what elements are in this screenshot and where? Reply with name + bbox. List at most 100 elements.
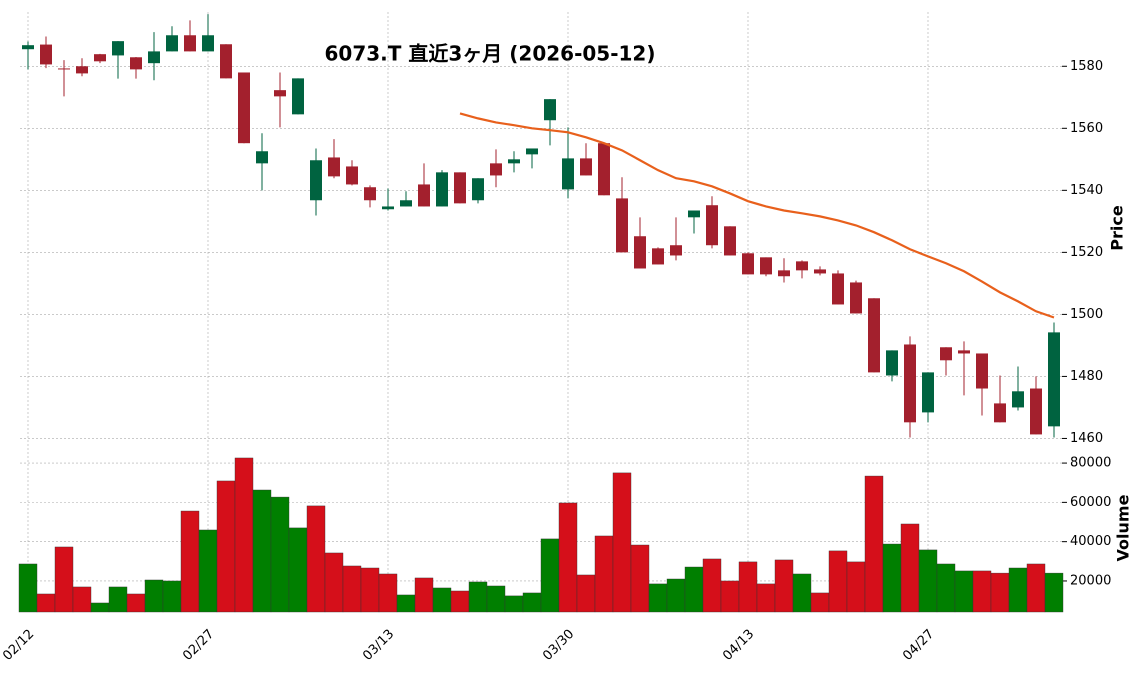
candle-body	[598, 143, 610, 196]
volume-bar	[558, 502, 578, 613]
candle-body	[220, 44, 232, 79]
moving-average-line	[459, 112, 1055, 319]
candle-body	[310, 160, 322, 201]
candle-body	[742, 253, 754, 275]
candle-body	[922, 372, 934, 413]
volume-bar	[396, 594, 416, 613]
candle-body	[400, 200, 412, 207]
candle-body	[904, 344, 916, 423]
candle-body	[814, 269, 826, 274]
volume-bar	[972, 570, 992, 613]
candle-body	[778, 270, 790, 277]
candle-body	[688, 210, 700, 218]
x-tick-label: 04/27	[900, 627, 937, 664]
candle-body	[40, 44, 52, 65]
candle-body	[850, 282, 862, 314]
volume-bar	[180, 510, 200, 613]
volume-bar	[54, 546, 74, 613]
volume-bar	[1026, 563, 1046, 613]
volume-bar	[1008, 567, 1028, 613]
candle-body	[1030, 388, 1042, 435]
candle-body	[94, 54, 106, 62]
y-tick-label: 1500	[1070, 307, 1103, 322]
volume-bar	[162, 580, 182, 613]
candle-body	[490, 163, 502, 176]
volume-bar	[126, 593, 146, 613]
y-tick-label: 1560	[1070, 121, 1103, 136]
candle-body	[796, 261, 808, 271]
volume-bar	[18, 563, 38, 613]
volume-bar	[720, 580, 740, 613]
candle-body	[256, 151, 268, 164]
volume-bar	[936, 563, 956, 613]
candle-body	[184, 35, 196, 52]
volume-bar	[450, 590, 470, 613]
volume-bar	[666, 578, 686, 613]
candle-body	[832, 273, 844, 305]
candle-body	[472, 178, 484, 201]
candle-body	[238, 72, 250, 144]
candle-body	[886, 350, 898, 376]
candle-body	[724, 226, 736, 256]
volume-bar	[234, 457, 254, 613]
volume-bar	[414, 577, 434, 613]
volume-bar	[432, 587, 452, 613]
volume-bar	[1044, 572, 1064, 613]
candle-body	[58, 68, 70, 70]
candle-body	[544, 99, 556, 121]
volume-bar	[468, 581, 488, 613]
volume-bar	[144, 579, 164, 613]
candle-body	[976, 353, 988, 389]
candle-body	[76, 66, 88, 74]
y-tick-label: 1520	[1070, 245, 1103, 260]
volume-bar	[306, 505, 326, 613]
candle-body	[940, 347, 952, 361]
x-tick-label: 04/13	[720, 627, 757, 664]
y-tick-label: 1540	[1070, 183, 1103, 198]
chart-title: 6073.T 直近3ヶ月 (2026-05-12)	[325, 42, 656, 66]
volume-bar	[198, 529, 218, 613]
y2-tick-label: 40000	[1070, 534, 1111, 549]
y-tick-label: 1460	[1070, 431, 1103, 446]
y2-axis-label: Volume	[1114, 494, 1133, 561]
candle-body	[346, 166, 358, 185]
candle-body	[706, 205, 718, 246]
volume-bar	[612, 472, 632, 613]
y-axis-label: Price	[1108, 205, 1127, 251]
volume-bar	[792, 573, 812, 613]
volume-bar	[756, 583, 776, 613]
candle-body	[418, 184, 430, 207]
volume-bar	[324, 552, 344, 613]
volume-bar	[486, 585, 506, 613]
volume-bar	[918, 549, 938, 613]
candle-body	[580, 158, 592, 176]
volume-bar	[360, 567, 380, 613]
candle-body	[760, 257, 772, 275]
volume-bar	[522, 592, 542, 613]
volume-bar	[990, 572, 1010, 613]
volume-bar	[504, 595, 524, 613]
candle-body	[652, 248, 664, 265]
volume-bar	[576, 574, 596, 613]
candle-body	[382, 206, 394, 210]
candle-body	[634, 236, 646, 269]
candle-body	[958, 350, 970, 354]
candle-body	[670, 245, 682, 256]
x-tick-label: 02/12	[0, 627, 37, 664]
candle-body	[166, 35, 178, 52]
volume-bar	[846, 561, 866, 613]
candle-body	[1012, 391, 1024, 408]
volume-bar	[864, 475, 884, 613]
candle-body	[454, 172, 466, 204]
y-tick-label: 1480	[1070, 369, 1103, 384]
volume-bar	[378, 573, 398, 613]
volume-bar	[738, 561, 758, 613]
volume-bar	[270, 496, 290, 613]
volume-bar	[810, 592, 830, 613]
volume-bar	[342, 565, 362, 613]
volume-bar	[882, 543, 902, 613]
volume-bar	[828, 550, 848, 613]
volume-bar	[72, 586, 92, 613]
volume-bar	[774, 559, 794, 613]
volume-bar	[594, 535, 614, 613]
